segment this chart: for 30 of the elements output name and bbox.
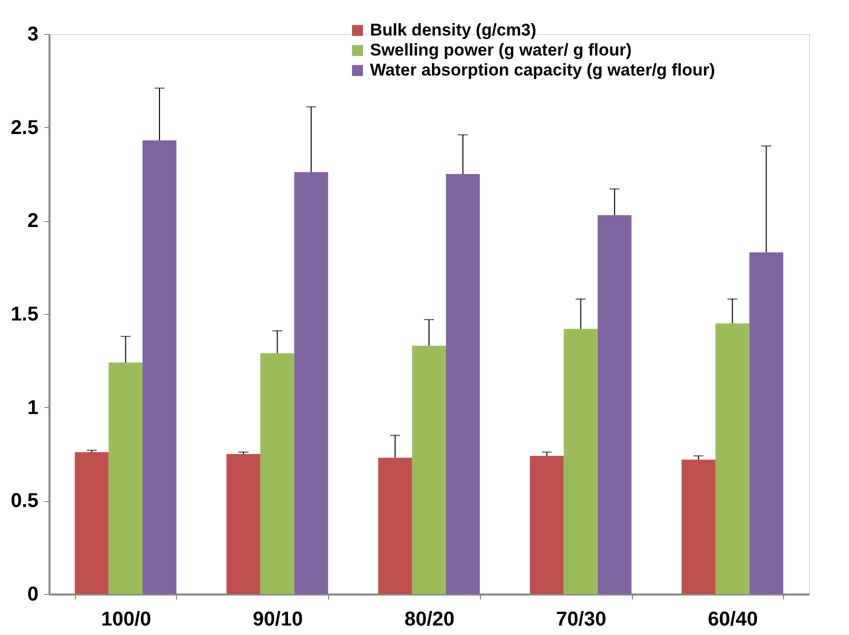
bar <box>530 456 564 594</box>
bar <box>564 328 598 594</box>
legend-label: Bulk density (g/cm3) <box>370 20 536 40</box>
bar <box>715 323 750 594</box>
x-tick-label: 60/40 <box>708 608 758 630</box>
bar <box>446 174 480 594</box>
y-tick-label: 2.5 <box>10 116 38 139</box>
bar <box>749 252 784 594</box>
bar <box>260 353 294 594</box>
bar <box>682 460 716 594</box>
y-tick-label: 1 <box>27 396 38 419</box>
y-tick-label: 0 <box>27 584 38 606</box>
y-tick-label: 1.5 <box>10 304 38 326</box>
bar <box>74 452 109 594</box>
y-tick-label: 0.5 <box>10 490 38 512</box>
legend-label: Swelling power (g water/ g flour) <box>370 40 632 60</box>
bar <box>412 346 446 594</box>
x-tick-label: 90/10 <box>252 608 303 630</box>
y-tick-label: 3 <box>27 24 38 46</box>
bar <box>226 454 260 594</box>
bar <box>108 362 143 594</box>
bar <box>378 458 412 594</box>
bar <box>598 215 632 594</box>
y-tick-label: 2 <box>27 210 38 232</box>
legend-label: Water absorption capacity (g water/g flour) <box>370 60 716 80</box>
x-tick-label: 100/0 <box>101 608 152 630</box>
bar <box>142 140 176 594</box>
bar <box>294 172 328 594</box>
x-tick-label: 80/20 <box>404 608 455 630</box>
x-tick-label: 70/30 <box>556 608 606 630</box>
